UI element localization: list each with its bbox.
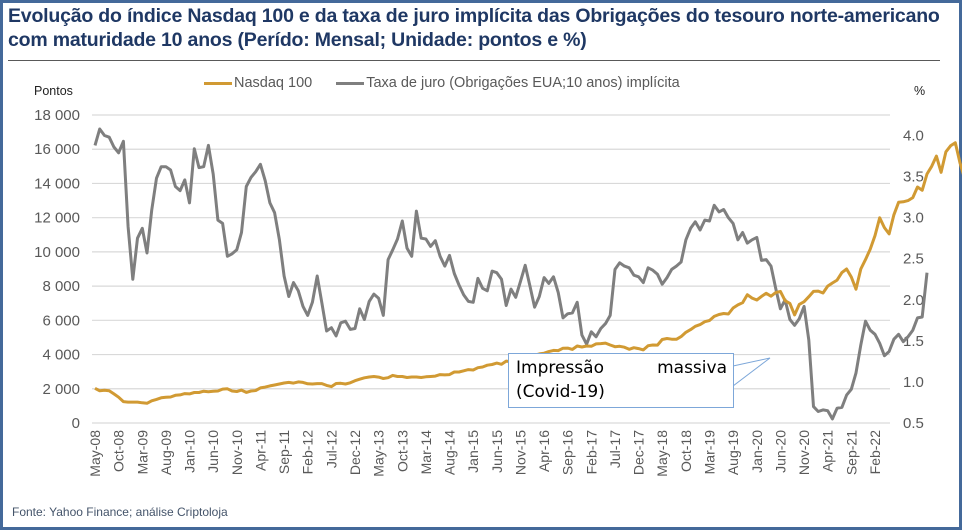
x-tick-label: May-13: [371, 430, 387, 477]
x-tick-label: Jun-10: [205, 430, 221, 473]
x-tick-label: Feb-17: [583, 430, 599, 475]
annotation-text-2: (Covid-19): [516, 382, 605, 402]
x-tick-label: May-08: [87, 430, 103, 477]
x-tick-label: Oct-08: [111, 430, 127, 472]
annotation-callout: Impressão massiva (Covid-19): [508, 353, 734, 408]
y-tick-right: 4.0: [903, 128, 924, 145]
y-tick-right: 3.5: [903, 169, 924, 186]
y-tick-right: 2.5: [903, 251, 924, 268]
x-tick-label: Jul-17: [607, 430, 623, 468]
legend-item-yield: Taxa de juro (Obrigações EUA;10 anos) im…: [336, 75, 680, 91]
x-tick-label: Aug-14: [442, 430, 458, 475]
x-tick-label: Mar-14: [418, 430, 434, 475]
y-tick-left: 2 000: [42, 381, 80, 398]
legend-label-yield: Taxa de juro (Obrigações EUA;10 anos) im…: [366, 75, 680, 91]
annotation-text-1b: massiva: [657, 358, 727, 378]
x-tick-label: Aug-09: [158, 430, 174, 475]
x-tick-label: Apr-11: [252, 430, 268, 471]
y-tick-left: 4 000: [42, 347, 80, 364]
x-tick-label: Jan-15: [465, 430, 481, 473]
title-divider: [8, 60, 940, 61]
y-tick-right: 1.0: [903, 374, 924, 391]
y-tick-left: 14 000: [34, 175, 80, 192]
x-tick-label: Aug-19: [725, 430, 741, 475]
x-tick-label: Dec-17: [631, 430, 647, 475]
y-tick-left: 8 000: [42, 278, 80, 295]
y-tick-left: 16 000: [34, 141, 80, 158]
x-tick-label: May-18: [654, 430, 670, 477]
x-tick-label: Sep-16: [560, 430, 576, 475]
x-tick-label: Dec-12: [347, 430, 363, 475]
legend: Nasdaq 100 Taxa de juro (Obrigações EUA;…: [204, 75, 704, 91]
y-tick-right: 0.5: [903, 415, 924, 432]
annotation-text-1a: Impressão: [516, 358, 604, 378]
legend-label-nasdaq: Nasdaq 100: [234, 75, 313, 91]
x-tick-label: Feb-12: [300, 430, 316, 475]
x-tick-label: Jun-15: [489, 430, 505, 473]
chart-title: Evolução do índice Nasdaq 100 e da taxa …: [8, 5, 940, 51]
y-tick-left: 12 000: [34, 210, 80, 227]
x-tick-label: Jun-20: [772, 430, 788, 473]
legend-swatch-yield: [336, 81, 365, 85]
x-tick-label: Nov-20: [796, 430, 812, 475]
x-tick-label: Mar-19: [702, 430, 718, 475]
legend-item-nasdaq: Nasdaq 100: [204, 75, 312, 91]
x-tick-label: Sep-11: [276, 430, 292, 474]
x-tick-label: Apr-21: [820, 430, 836, 472]
x-tick-label: Feb-22: [867, 430, 883, 475]
source-footer: Fonte: Yahoo Finance; análise Criptoloja: [12, 505, 228, 519]
left-axis-label: Pontos: [34, 84, 73, 98]
x-tick-label: Jul-12: [323, 430, 339, 468]
x-tick-label: Jan-10: [182, 430, 198, 473]
callout-pointer: [732, 357, 771, 388]
x-tick-label: Nov-15: [512, 430, 528, 475]
right-axis-label: %: [914, 84, 926, 98]
x-tick-label: Sep-21: [843, 430, 859, 475]
y-tick-right: 3.0: [903, 210, 924, 227]
y-tick-right: 1.5: [903, 333, 924, 350]
y-tick-right: 2.0: [903, 292, 924, 309]
x-tick-label: Oct-18: [678, 430, 694, 472]
x-tick-label: Mar-09: [134, 430, 150, 475]
x-tick-label: Nov-10: [229, 430, 245, 475]
x-tick-label: Jan-20: [749, 430, 765, 473]
y-tick-left: 18 000: [34, 107, 80, 124]
y-tick-left: 0: [72, 415, 80, 432]
legend-swatch-nasdaq: [204, 81, 232, 85]
y-tick-left: 6 000: [42, 312, 80, 329]
series-line-yield: [93, 127, 929, 421]
x-tick-label: Apr-16: [536, 430, 552, 472]
x-tick-label: Oct-13: [394, 430, 410, 472]
y-tick-left: 10 000: [34, 244, 80, 261]
